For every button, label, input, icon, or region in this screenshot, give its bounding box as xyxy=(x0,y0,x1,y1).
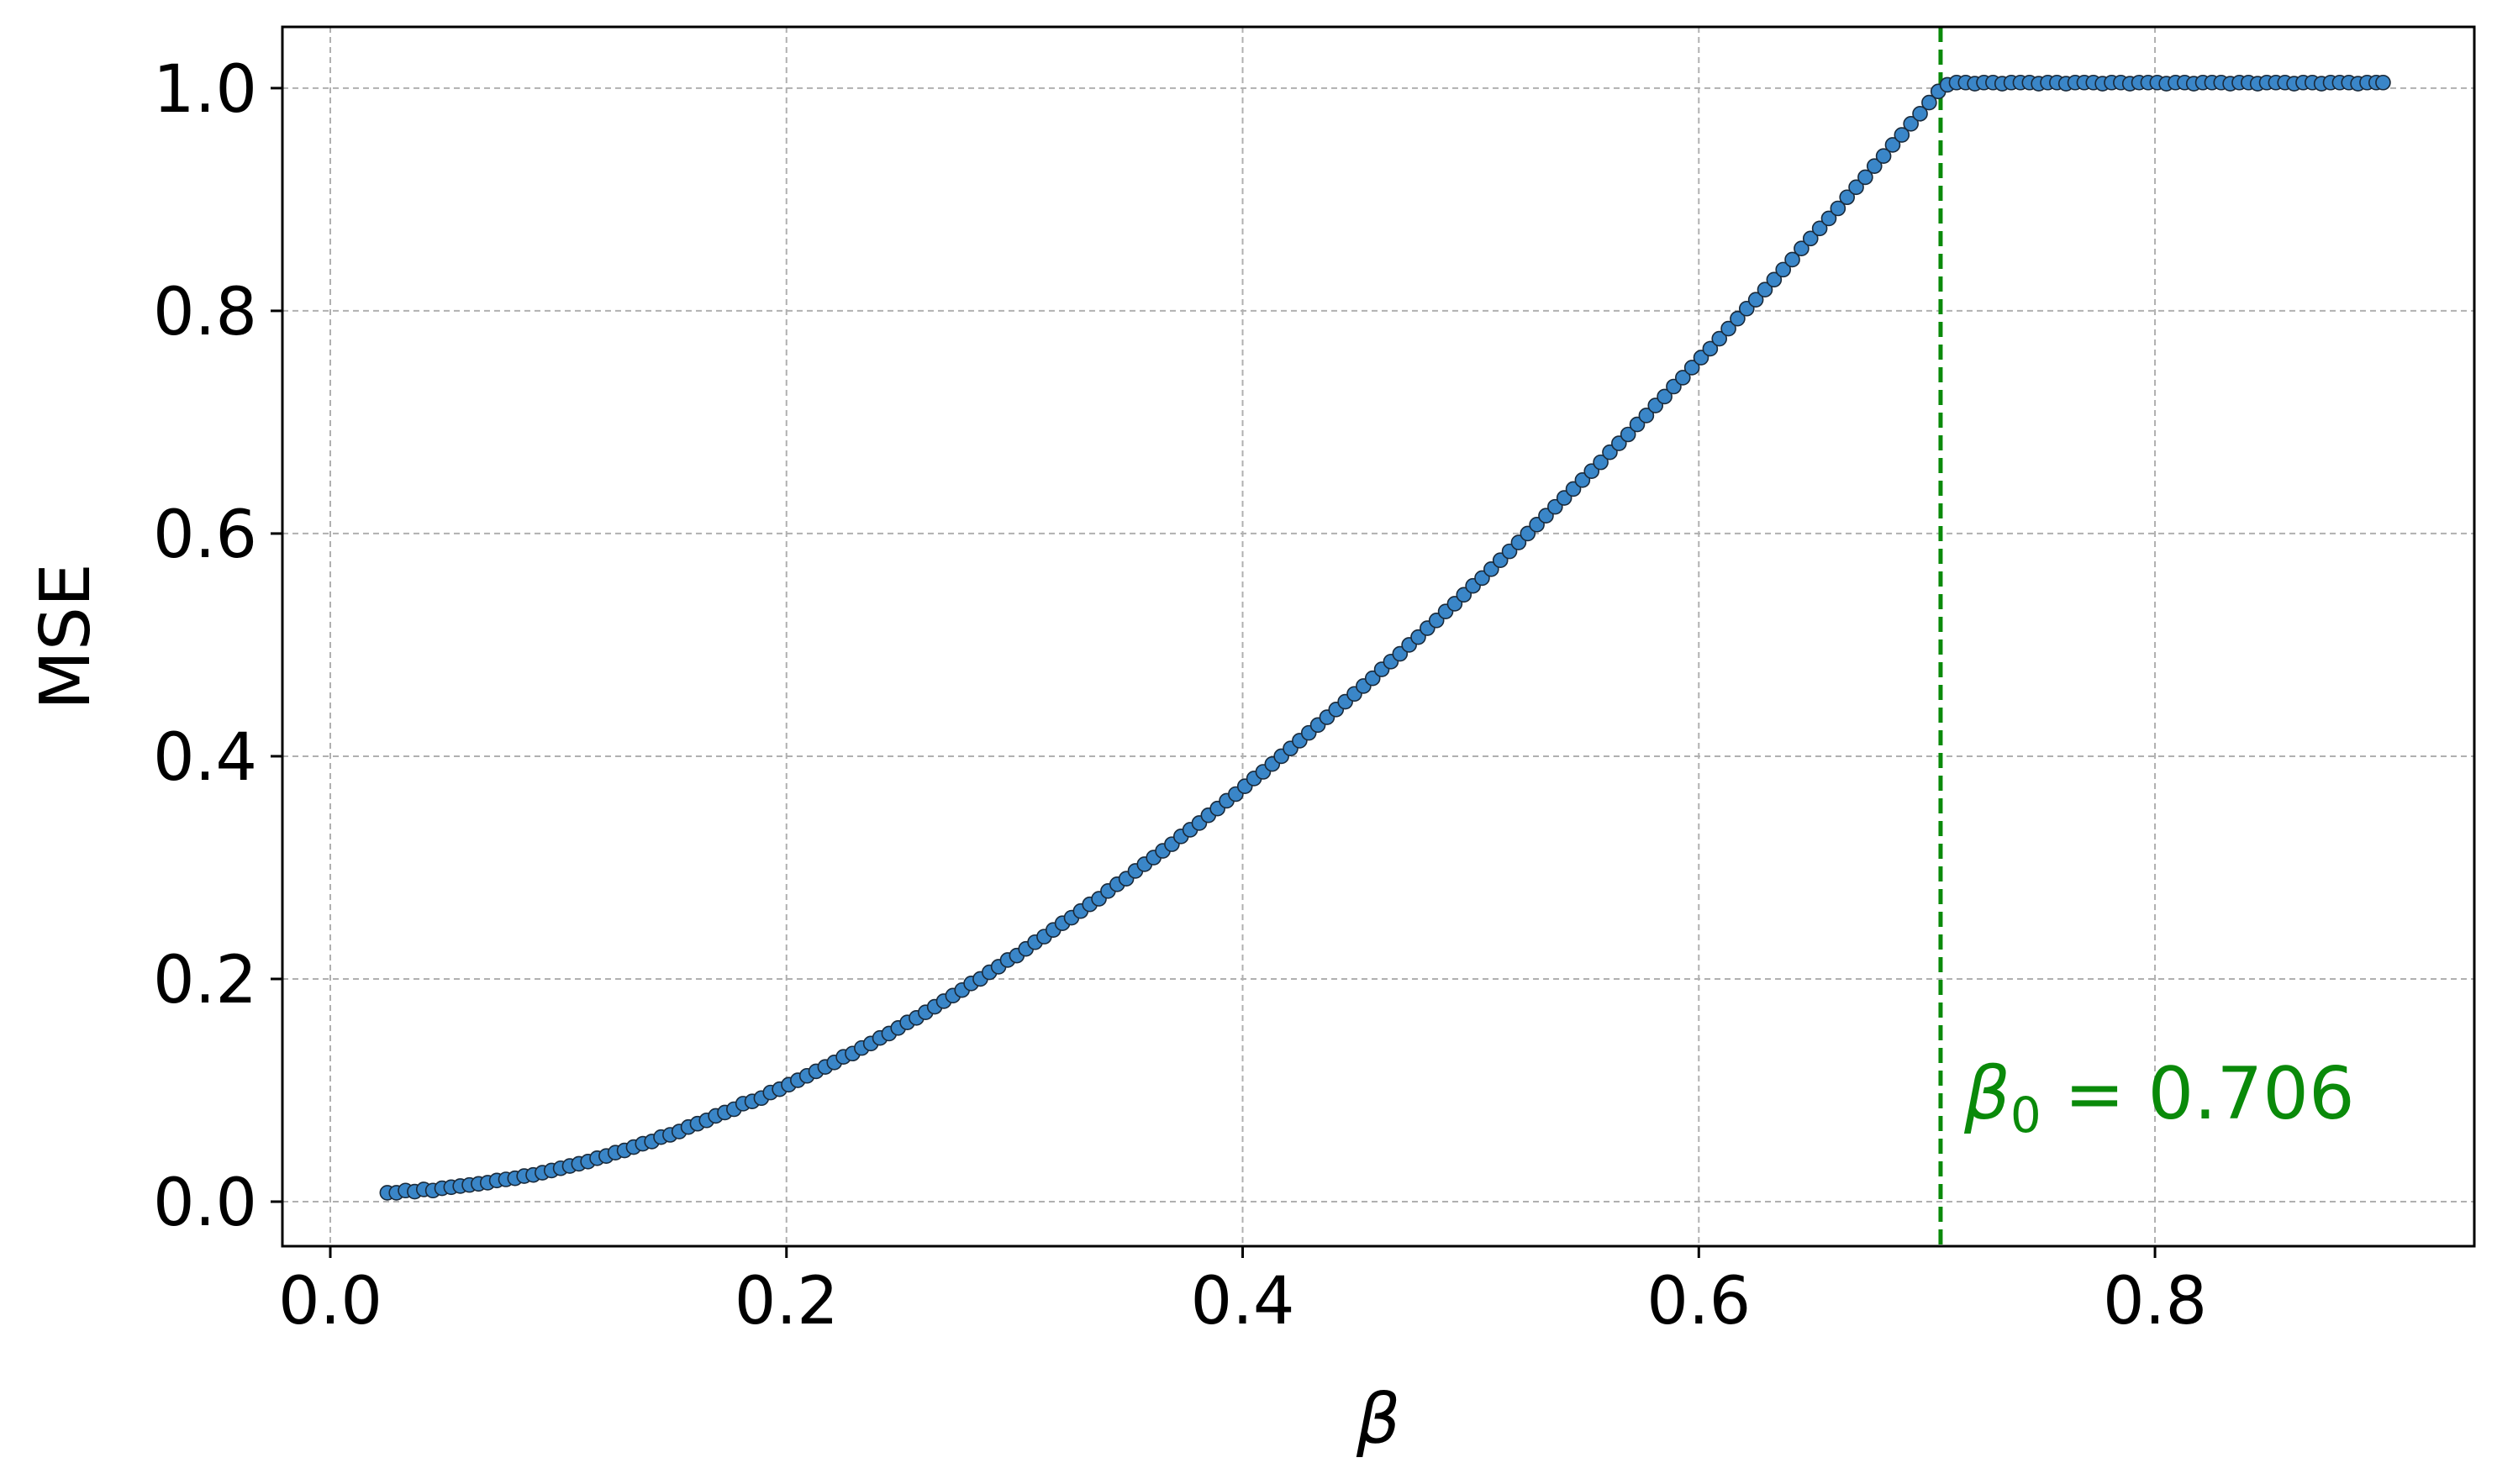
data-point xyxy=(1657,388,1673,405)
data-point xyxy=(1811,220,1828,237)
threshold-annotation: β0 = 0.706 xyxy=(1963,1052,2355,1144)
data-point xyxy=(1912,106,1928,122)
data-point xyxy=(1884,137,1901,153)
y-tick-label: 0.8 xyxy=(153,275,257,350)
scatter-points xyxy=(379,74,2391,1201)
data-point xyxy=(1894,127,1910,143)
data-point xyxy=(1593,454,1609,471)
y-tick-label: 0.4 xyxy=(153,720,257,796)
data-point xyxy=(1866,158,1883,174)
data-point xyxy=(1921,94,1937,111)
data-point xyxy=(1875,148,1892,165)
data-point xyxy=(1702,340,1719,357)
y-tick-label: 0.2 xyxy=(153,943,257,1018)
x-tick-label: 0.8 xyxy=(2103,1264,2207,1339)
data-point xyxy=(1683,360,1700,376)
threshold-annotation-subscript: 0 xyxy=(2010,1087,2041,1144)
y-tick-label: 0.6 xyxy=(153,497,257,573)
data-point xyxy=(1820,210,1837,227)
data-point xyxy=(1620,426,1636,443)
data-point xyxy=(1674,370,1691,386)
x-tick-label: 0.2 xyxy=(735,1264,839,1339)
y-axis-ticks: 0.0 0.2 0.4 0.6 0.8 1.0 xyxy=(153,52,282,1241)
plot-frame xyxy=(281,25,2476,1248)
x-tick-label: 0.4 xyxy=(1191,1264,1295,1339)
data-point xyxy=(1848,179,1864,196)
data-point xyxy=(1766,271,1783,288)
data-point xyxy=(1839,189,1855,206)
data-point xyxy=(1757,282,1773,298)
data-point xyxy=(1830,200,1846,217)
data-point xyxy=(1857,169,1873,186)
y-axis-label: MSE xyxy=(26,563,106,710)
y-tick-label: 1.0 xyxy=(153,52,257,128)
threshold-annotation-value: = 0.706 xyxy=(2041,1052,2355,1136)
x-axis-label: β xyxy=(1356,1380,1400,1460)
threshold-annotation-symbol: β xyxy=(1963,1052,2010,1136)
data-point xyxy=(1775,261,1792,278)
data-point xyxy=(1747,292,1764,308)
data-point xyxy=(1794,240,1810,256)
x-tick-label: 0.6 xyxy=(1646,1264,1751,1339)
data-point xyxy=(1802,230,1819,247)
data-point xyxy=(1903,115,1919,132)
y-tick-label: 0.0 xyxy=(153,1166,257,1241)
data-point xyxy=(1711,330,1728,347)
grid-layer xyxy=(282,27,2474,1246)
x-tick-label: 0.0 xyxy=(278,1264,382,1339)
x-axis-ticks: 0.0 0.2 0.4 0.6 0.8 xyxy=(278,1246,2207,1339)
data-point xyxy=(2375,74,2391,91)
data-point xyxy=(1784,251,1800,268)
data-point xyxy=(1638,408,1655,424)
data-point xyxy=(1720,320,1736,337)
data-point xyxy=(1730,310,1746,327)
